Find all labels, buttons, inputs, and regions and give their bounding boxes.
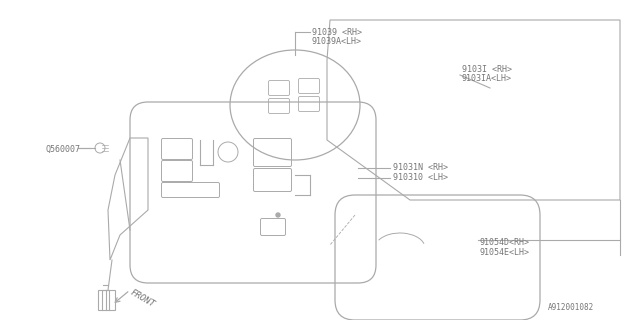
Text: 91039A<LH>: 91039A<LH>	[312, 37, 362, 46]
Text: 91031N <RH>: 91031N <RH>	[393, 163, 448, 172]
Text: 91039 <RH>: 91039 <RH>	[312, 28, 362, 37]
Circle shape	[276, 213, 280, 217]
Text: 9103IA<LH>: 9103IA<LH>	[462, 74, 512, 83]
Text: 91054E<LH>: 91054E<LH>	[480, 248, 530, 257]
Text: Q560007: Q560007	[45, 145, 80, 154]
Text: FRONT: FRONT	[129, 288, 156, 309]
Text: 910310 <LH>: 910310 <LH>	[393, 173, 448, 182]
Text: A912001082: A912001082	[548, 303, 595, 312]
Text: 9103I <RH>: 9103I <RH>	[462, 65, 512, 74]
Text: 91054D<RH>: 91054D<RH>	[480, 238, 530, 247]
